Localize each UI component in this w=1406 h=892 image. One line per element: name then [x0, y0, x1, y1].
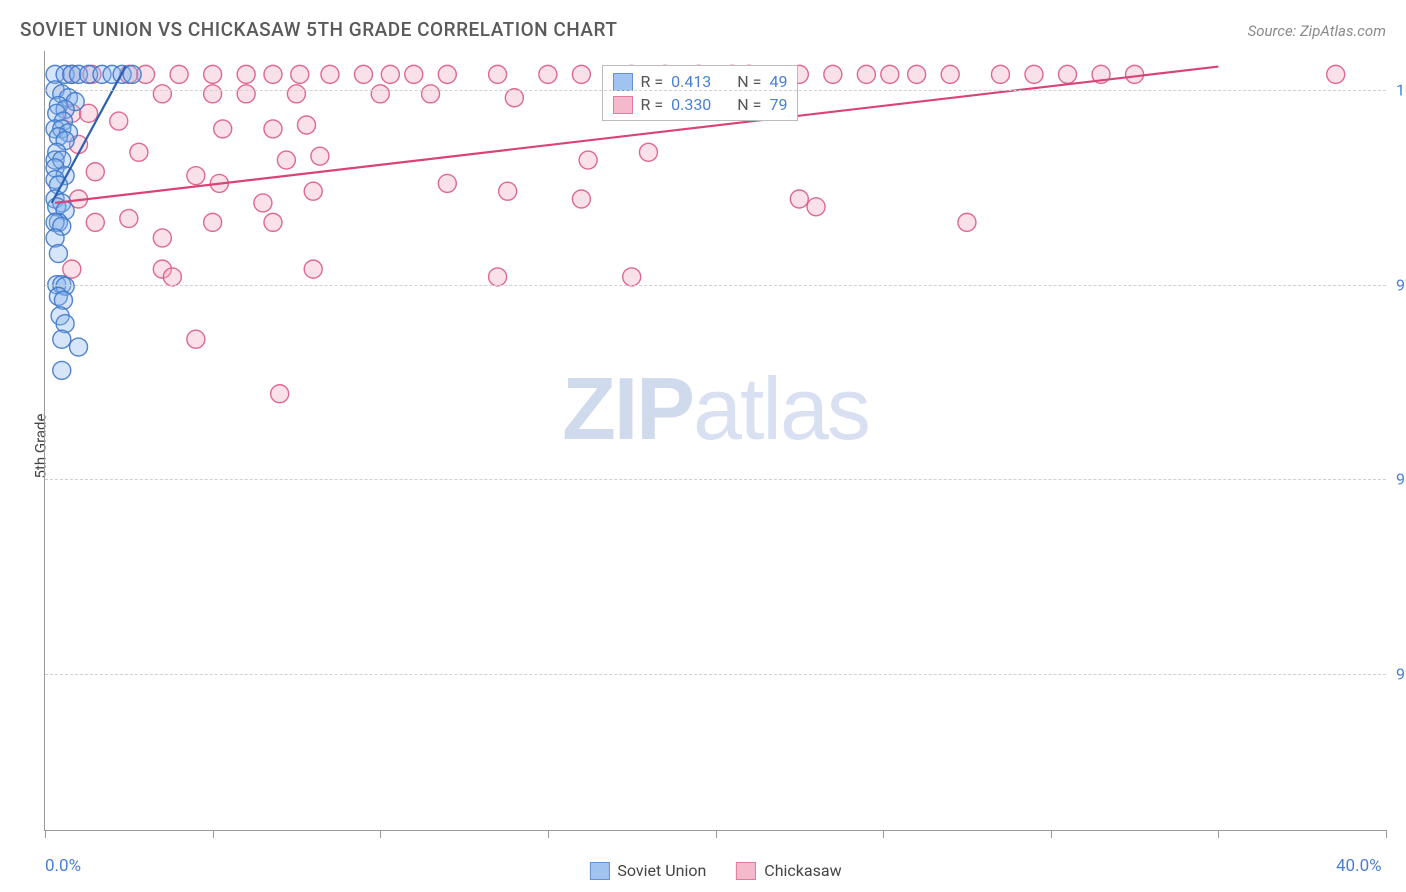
n-label: N =	[737, 72, 761, 91]
x-tick-label: 0.0%	[45, 856, 81, 876]
soviet-swatch-icon	[589, 862, 609, 880]
x-tick	[45, 830, 46, 838]
x-tick	[716, 830, 717, 838]
gridline	[45, 674, 1386, 675]
soviet-swatch-icon	[613, 73, 633, 91]
x-tick	[883, 830, 884, 838]
chickasaw-r-value: 0.330	[671, 95, 711, 114]
x-tick	[213, 830, 214, 838]
x-tick	[1051, 830, 1052, 838]
scatter-plot-svg	[45, 51, 1386, 830]
y-tick-label: 95.0%	[1396, 470, 1406, 489]
x-tick	[380, 830, 381, 838]
gridline	[45, 285, 1386, 286]
chickasaw-swatch-icon	[736, 862, 756, 880]
y-tick-label: 92.5%	[1396, 665, 1406, 684]
x-tick	[1218, 830, 1219, 838]
soviet-n-value: 49	[769, 72, 787, 91]
y-tick-label: 100.0%	[1396, 80, 1406, 99]
correlation-legend-box: R = 0.413 N = 49 R = 0.330 N = 79	[602, 65, 799, 121]
y-tick-label: 97.5%	[1396, 275, 1406, 294]
x-tick-label: 40.0%	[1336, 856, 1382, 876]
x-tick	[1386, 830, 1387, 838]
chart-source: Source: ZipAtlas.com	[1248, 22, 1386, 40]
r-label: R =	[641, 95, 664, 114]
n-label: N =	[737, 95, 761, 114]
soviet-series-label: Soviet Union	[617, 861, 706, 880]
series-legend: Soviet Union Chickasaw	[589, 861, 841, 880]
x-tick	[548, 830, 549, 838]
chickasaw-n-value: 79	[769, 95, 787, 114]
gridline	[45, 90, 1386, 91]
chart-plot-area: ZIPatlas R = 0.413 N = 49 R = 0.330 N = …	[44, 51, 1386, 831]
chart-title: SOVIET UNION VS CHICKASAW 5TH GRADE CORR…	[20, 18, 617, 41]
soviet-r-value: 0.413	[671, 72, 711, 91]
chickasaw-series-label: Chickasaw	[764, 861, 841, 880]
r-label: R =	[641, 72, 664, 91]
gridline	[45, 479, 1386, 480]
chickasaw-swatch-icon	[613, 96, 633, 114]
